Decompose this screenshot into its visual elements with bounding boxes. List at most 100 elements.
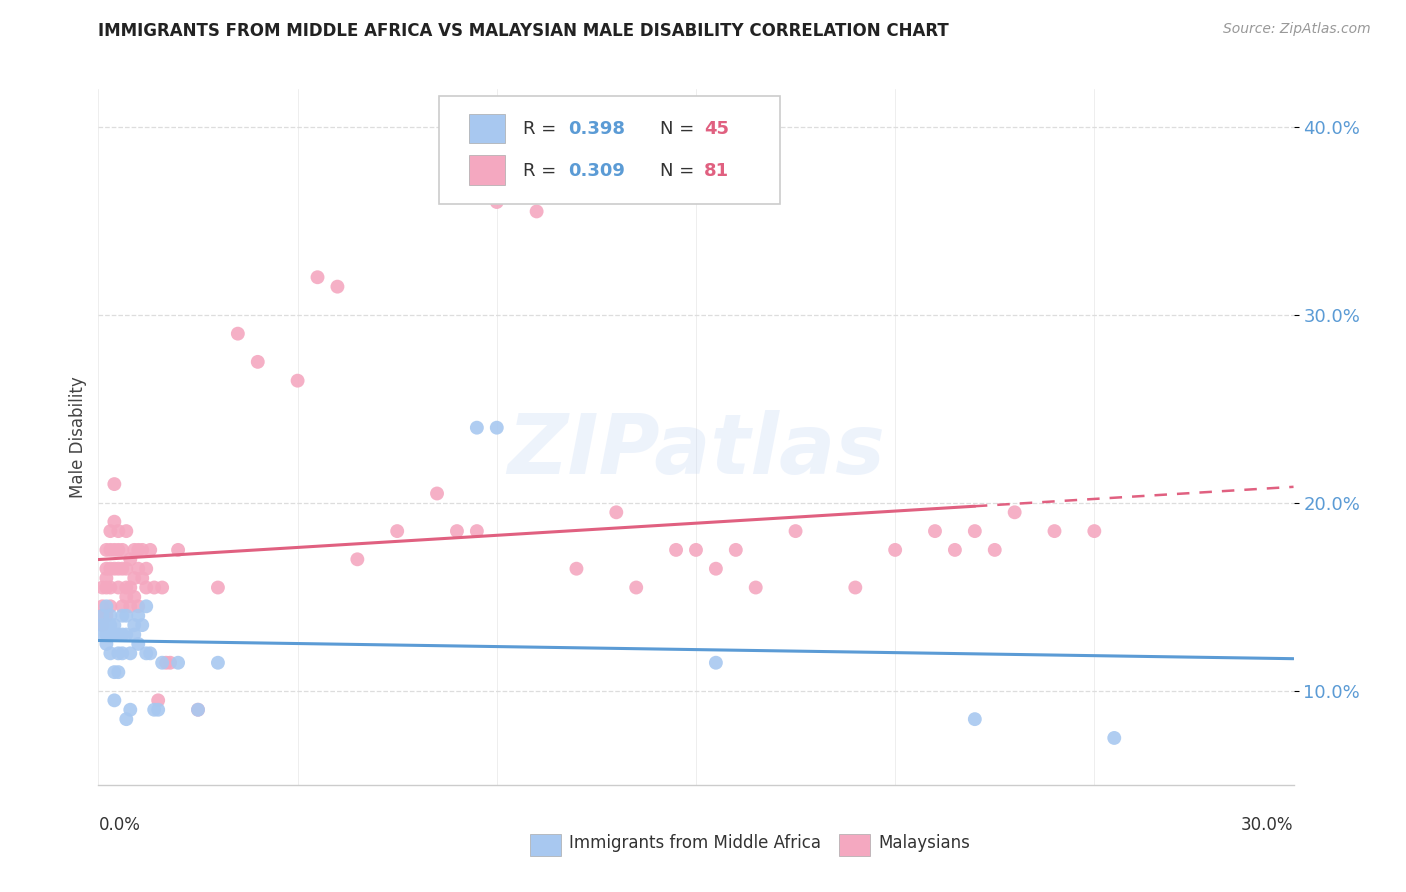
Text: N =: N =	[661, 120, 700, 138]
Point	[724, 542, 747, 557]
Text: Malaysians: Malaysians	[879, 834, 970, 852]
Point	[103, 562, 125, 576]
Point	[131, 571, 153, 585]
Point	[96, 571, 118, 585]
Point	[844, 581, 866, 595]
Text: 81: 81	[704, 161, 730, 179]
Point	[103, 477, 125, 491]
Point	[307, 270, 329, 285]
Point	[426, 486, 449, 500]
FancyBboxPatch shape	[439, 96, 779, 204]
Point	[187, 703, 209, 717]
Point	[385, 524, 409, 538]
Point	[111, 646, 134, 660]
Point	[924, 524, 946, 538]
Point	[107, 524, 129, 538]
Point	[98, 608, 122, 623]
Point	[115, 712, 138, 726]
Point	[96, 599, 118, 614]
Point	[127, 562, 149, 576]
Point	[96, 637, 118, 651]
Point	[135, 599, 157, 614]
Point	[91, 608, 114, 623]
Point	[98, 627, 122, 641]
Point	[565, 562, 588, 576]
Point	[103, 542, 125, 557]
Point	[120, 703, 142, 717]
Point	[127, 637, 149, 651]
Point	[115, 608, 138, 623]
Point	[526, 204, 548, 219]
Point	[107, 646, 129, 660]
Point	[91, 581, 114, 595]
Point	[107, 665, 129, 680]
Point	[120, 581, 142, 595]
Point	[135, 581, 157, 595]
Point	[127, 599, 149, 614]
Point	[91, 599, 114, 614]
Point	[120, 599, 142, 614]
Point	[107, 542, 129, 557]
Point	[111, 599, 134, 614]
Point	[226, 326, 249, 341]
Point	[120, 552, 142, 566]
Point	[96, 542, 118, 557]
Text: 0.309: 0.309	[568, 161, 626, 179]
Text: ZIPatlas: ZIPatlas	[508, 410, 884, 491]
Point	[115, 524, 138, 538]
Point	[107, 581, 129, 595]
Point	[98, 599, 122, 614]
Text: R =: R =	[523, 161, 561, 179]
Point	[465, 420, 488, 434]
Point	[96, 618, 118, 632]
Text: Source: ZipAtlas.com: Source: ZipAtlas.com	[1223, 22, 1371, 37]
Point	[111, 542, 134, 557]
Point	[139, 542, 162, 557]
Text: 45: 45	[704, 120, 730, 138]
Point	[91, 618, 114, 632]
Point	[446, 524, 468, 538]
Text: IMMIGRANTS FROM MIDDLE AFRICA VS MALAYSIAN MALE DISABILITY CORRELATION CHART: IMMIGRANTS FROM MIDDLE AFRICA VS MALAYSI…	[98, 22, 949, 40]
Point	[624, 581, 647, 595]
Point	[143, 703, 166, 717]
Point	[139, 646, 162, 660]
Point	[155, 656, 177, 670]
Point	[135, 562, 157, 576]
Point	[124, 627, 146, 641]
Text: 0.0%: 0.0%	[98, 816, 141, 834]
Point	[111, 627, 134, 641]
Point	[115, 562, 138, 576]
Point	[107, 562, 129, 576]
Text: Immigrants from Middle Africa: Immigrants from Middle Africa	[569, 834, 821, 852]
Point	[150, 581, 173, 595]
Point	[745, 581, 768, 595]
Point	[287, 374, 309, 388]
Point	[665, 542, 688, 557]
Point	[346, 552, 368, 566]
FancyBboxPatch shape	[470, 114, 505, 144]
Point	[103, 627, 125, 641]
Point	[115, 581, 138, 595]
Point	[96, 581, 118, 595]
Point	[485, 194, 508, 209]
Point	[124, 542, 146, 557]
Point	[127, 608, 149, 623]
Point	[148, 703, 170, 717]
Point	[131, 542, 153, 557]
Point	[91, 608, 114, 623]
Point	[98, 581, 122, 595]
Point	[963, 524, 986, 538]
Point	[143, 581, 166, 595]
Point	[127, 542, 149, 557]
Point	[1083, 524, 1105, 538]
Point	[485, 420, 508, 434]
Point	[785, 524, 807, 538]
Point	[98, 524, 122, 538]
Point	[91, 618, 114, 632]
Point	[111, 562, 134, 576]
Point	[963, 712, 986, 726]
Point	[159, 656, 181, 670]
Point	[1043, 524, 1066, 538]
Point	[98, 562, 122, 576]
Point	[983, 542, 1005, 557]
